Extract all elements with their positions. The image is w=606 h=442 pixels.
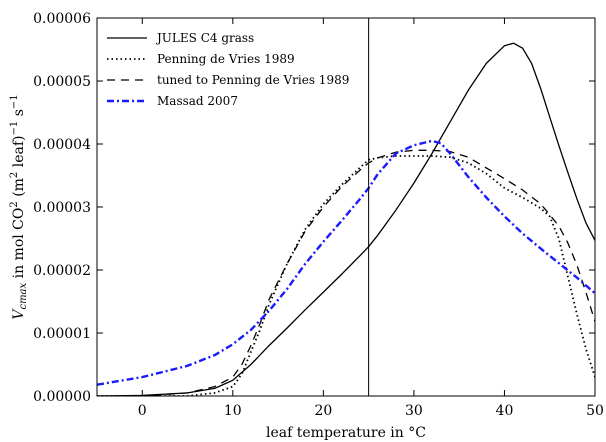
y-tick-label: 0.00003 [33, 200, 91, 216]
y-label-var: V [11, 308, 27, 320]
y-label-var-sub: cmax [18, 282, 29, 309]
y-label-sup4: −1 [9, 94, 20, 109]
x-tick-label: 0 [138, 403, 147, 419]
y-label-text4: s [11, 109, 27, 121]
x-tick-label: 40 [496, 403, 514, 419]
y-axis-label: Vcmax in mol CO2 (m2 leaf)−1 s−1 [9, 94, 29, 319]
y-label-text3: leaf) [11, 135, 27, 171]
series-line-4 [97, 139, 595, 386]
y-tick-label: 0.00002 [33, 263, 91, 279]
y-tick-label: 0.00001 [33, 326, 91, 342]
tick-layer: 0 10 20 30 40 50 0.00000 0.00001 0.00002 0.00003 0… [33, 11, 604, 419]
y-label-sup1: 2 [9, 201, 20, 207]
legend-label-2: Penning de Vries 1989 [157, 52, 295, 66]
series-line-1 [97, 42, 595, 396]
legend-label-1: JULES C4 grass [155, 31, 254, 45]
legend: JULES C4 grass Penning de Vries 1989 tuned… [107, 31, 349, 108]
y-tick-label: 0.00005 [33, 74, 91, 90]
x-tick-label: 30 [405, 403, 423, 419]
y-label-sup2: 2 [9, 172, 20, 178]
series-line-3 [97, 149, 595, 396]
x-tick-label: 50 [586, 403, 604, 419]
y-label-text2: (m [11, 178, 27, 201]
legend-label-3: tuned to Penning de Vries 1989 [157, 73, 349, 87]
legend-label-4: Massad 2007 [157, 94, 238, 108]
y-tick-label: 0.00004 [33, 137, 91, 153]
x-tick-label: 10 [224, 403, 242, 419]
y-label-sup3: −1 [9, 121, 20, 136]
y-tick-label: 0.00006 [33, 11, 91, 27]
series-layer [97, 42, 595, 396]
y-label-text1: in mol CO [11, 208, 27, 283]
x-axis-label: leaf temperature in °C [266, 425, 426, 441]
series-line-2 [97, 155, 595, 396]
y-tick-label: 0.00000 [33, 389, 91, 405]
x-tick-label: 20 [314, 403, 332, 419]
